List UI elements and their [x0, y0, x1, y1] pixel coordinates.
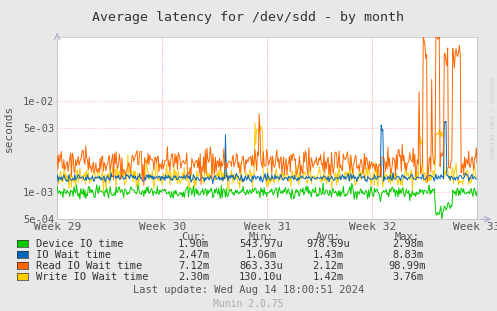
Text: 978.69u: 978.69u: [306, 239, 350, 249]
Text: 2.30m: 2.30m: [178, 272, 209, 282]
Text: 1.90m: 1.90m: [178, 239, 209, 249]
Text: Average latency for /dev/sdd - by month: Average latency for /dev/sdd - by month: [92, 11, 405, 24]
Text: 3.76m: 3.76m: [392, 272, 423, 282]
Text: Max:: Max:: [395, 232, 420, 242]
Text: Last update: Wed Aug 14 18:00:51 2024: Last update: Wed Aug 14 18:00:51 2024: [133, 285, 364, 295]
Text: IO Wait time: IO Wait time: [36, 250, 111, 260]
Text: 1.42m: 1.42m: [313, 272, 343, 282]
Text: RRDTOOL / TOBI OETIKER: RRDTOOL / TOBI OETIKER: [489, 77, 494, 160]
Text: 98.99m: 98.99m: [389, 261, 426, 271]
Text: 1.06m: 1.06m: [246, 250, 276, 260]
Text: 1.43m: 1.43m: [313, 250, 343, 260]
Text: Write IO Wait time: Write IO Wait time: [36, 272, 148, 282]
Text: Min:: Min:: [248, 232, 273, 242]
Text: 863.33u: 863.33u: [239, 261, 283, 271]
Text: Avg:: Avg:: [316, 232, 340, 242]
Text: 130.10u: 130.10u: [239, 272, 283, 282]
Text: Cur:: Cur:: [181, 232, 206, 242]
Text: 2.47m: 2.47m: [178, 250, 209, 260]
Text: 8.83m: 8.83m: [392, 250, 423, 260]
Text: 7.12m: 7.12m: [178, 261, 209, 271]
Text: Device IO time: Device IO time: [36, 239, 123, 249]
Text: Munin 2.0.75: Munin 2.0.75: [213, 299, 284, 309]
Text: seconds: seconds: [4, 105, 14, 152]
Text: 543.97u: 543.97u: [239, 239, 283, 249]
Text: Read IO Wait time: Read IO Wait time: [36, 261, 142, 271]
Text: 2.12m: 2.12m: [313, 261, 343, 271]
Text: 2.98m: 2.98m: [392, 239, 423, 249]
